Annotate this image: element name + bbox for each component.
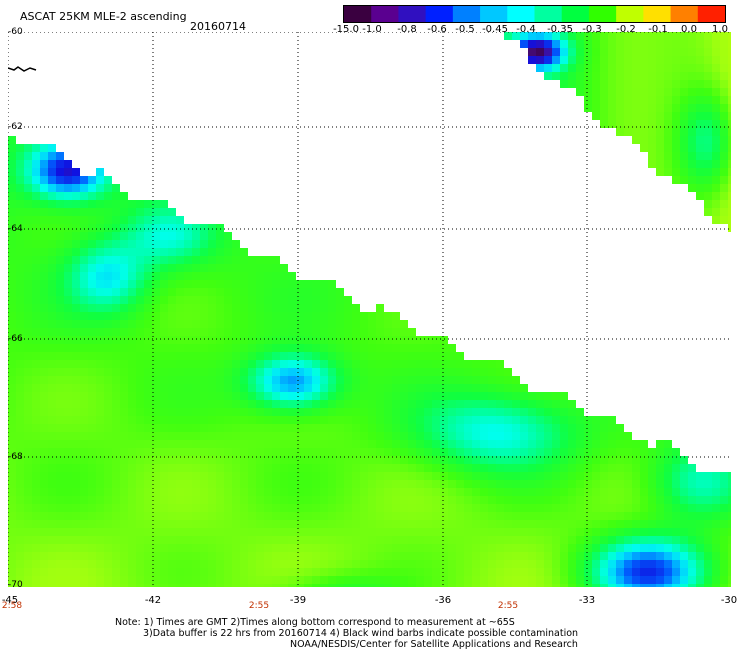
color-scale-label: -0.35: [547, 24, 573, 35]
lon-label: -36: [434, 595, 452, 606]
color-scale-label: -0.8: [397, 24, 417, 35]
lat-label: -62: [8, 122, 23, 132]
lat-label: -60: [8, 27, 23, 37]
satellite-data-map: [8, 32, 731, 587]
color-swatch: [588, 6, 617, 22]
note-line: NOAA/NESDIS/Center for Satellite Applica…: [290, 639, 578, 650]
color-scale-label: -0.5: [455, 24, 475, 35]
color-swatch: [480, 6, 508, 22]
color-scale-label: -15.0: [333, 24, 359, 35]
lon-label: -30: [720, 595, 738, 606]
color-scale-label: -0.3: [582, 24, 602, 35]
coastline: [8, 66, 37, 72]
time-label: 2:58: [1, 601, 23, 611]
color-scale-label: -0.45: [482, 24, 508, 35]
color-scale-label: -0.4: [516, 24, 536, 35]
lon-label: -33: [578, 595, 596, 606]
color-swatch: [344, 6, 372, 22]
map-date: 20160714: [190, 20, 246, 33]
color-scale-label: 0.0: [681, 24, 697, 35]
color-scale-label: -1.0: [362, 24, 382, 35]
note-line: Note: 1) Times are GMT 2)Times along bot…: [115, 617, 515, 628]
color-swatch: [452, 6, 481, 22]
color-swatch: [507, 6, 536, 22]
lon-label: -45: [1, 595, 19, 606]
lat-label: -68: [8, 452, 23, 462]
lon-label: -42: [144, 595, 162, 606]
color-scale-label: -0.2: [616, 24, 636, 35]
color-swatch: [616, 6, 644, 22]
lat-label: -66: [8, 334, 23, 344]
color-swatch: [371, 6, 400, 22]
graticule: [8, 32, 731, 587]
color-swatch: [398, 6, 427, 22]
color-scale-label: -0.6: [427, 24, 447, 35]
color-swatch: [425, 6, 454, 22]
color-swatch: [670, 6, 699, 22]
lat-label: -64: [8, 224, 23, 234]
color-swatch: [534, 6, 563, 22]
color-swatch: [697, 6, 725, 22]
wind-data-cells: [8, 32, 731, 587]
color-scale-labels: -15.0 -1.0 -0.8 -0.6 -0.5 -0.45 -0.4 -0.35 -0.3 -…: [330, 24, 740, 38]
time-label: 2:55: [248, 601, 270, 611]
note-line: 3)Data buffer is 22 hrs from 20160714 4)…: [143, 628, 579, 639]
footnotes: Note: 1) Times are GMT 2)Times along bot…: [115, 617, 578, 650]
color-scale-label: -0.1: [648, 24, 668, 35]
color-swatch: [643, 6, 672, 22]
time-label: 2:55: [497, 601, 519, 611]
color-swatch: [561, 6, 590, 22]
lon-label: -39: [289, 595, 307, 606]
lat-label: -70: [8, 580, 23, 590]
map-title: ASCAT 25KM MLE-2 ascending: [20, 10, 187, 23]
color-scale-bar: [343, 5, 726, 23]
color-scale-label: 1.0: [712, 24, 728, 35]
